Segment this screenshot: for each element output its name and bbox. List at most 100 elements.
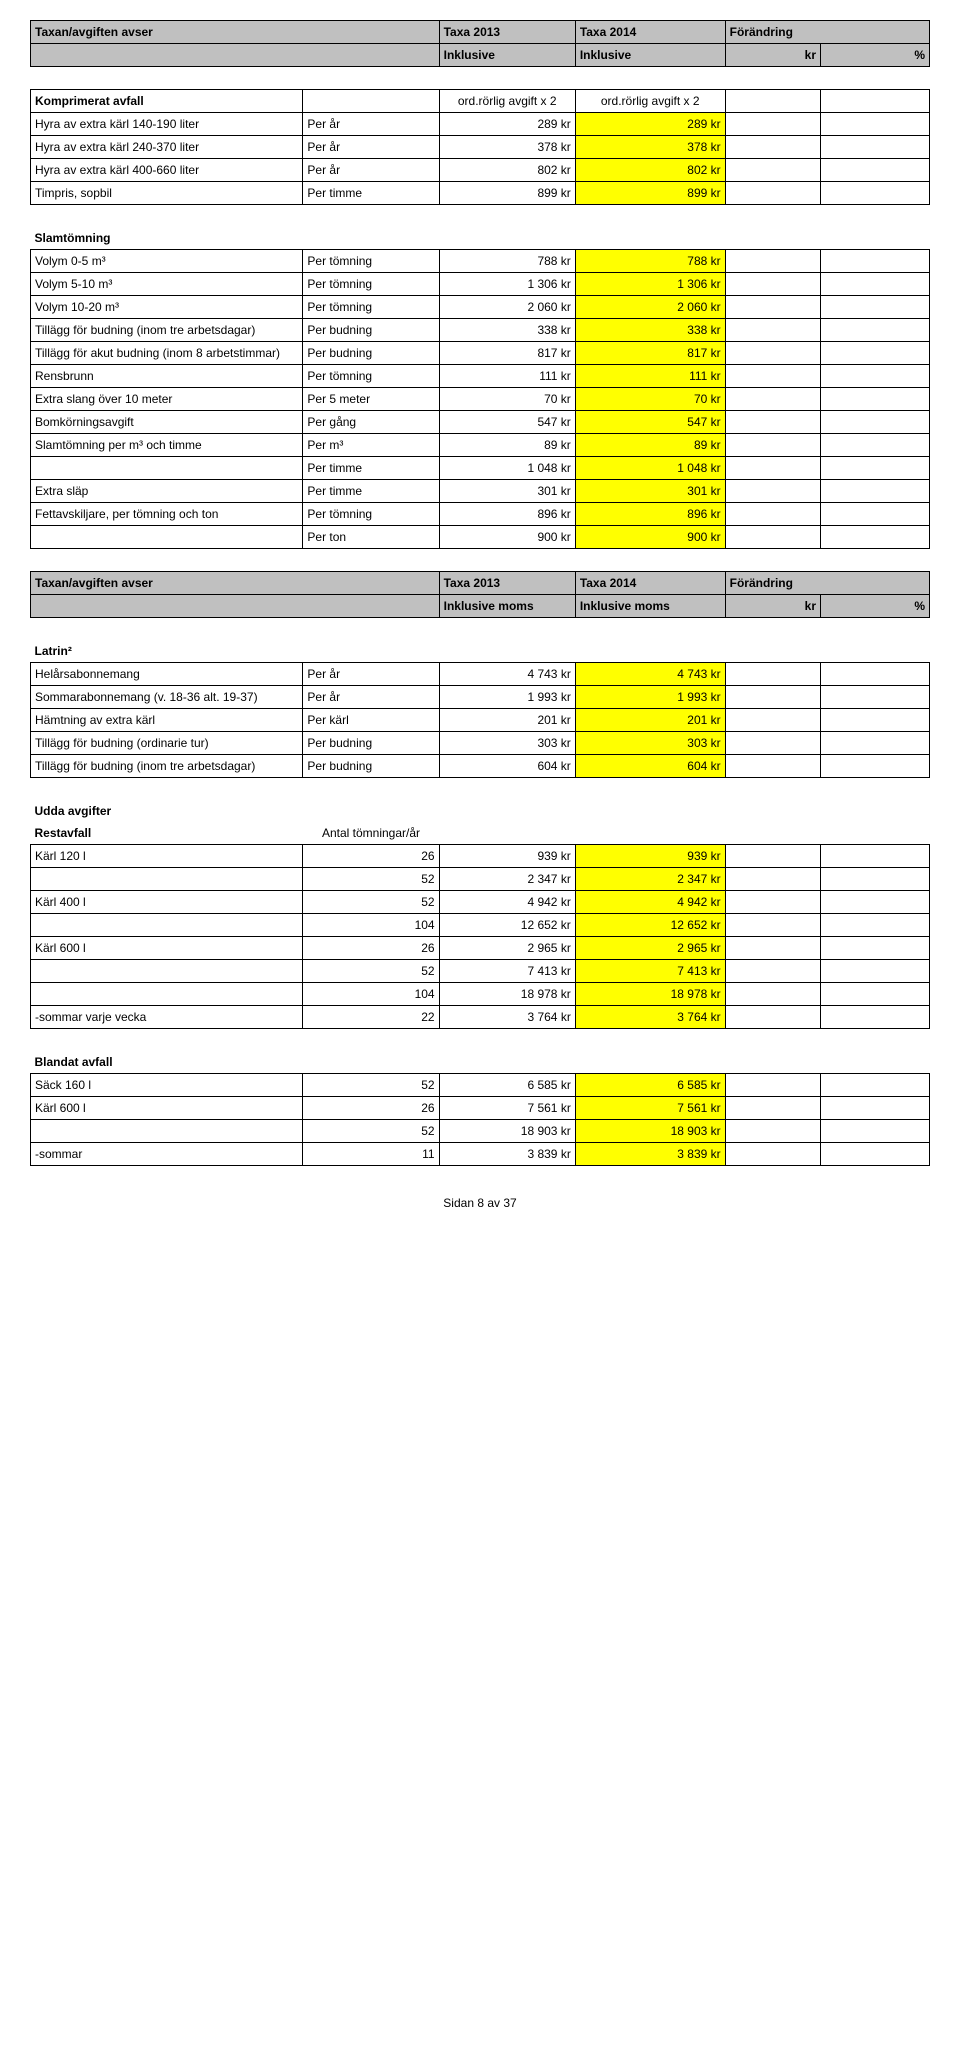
row-v13: 7 413 kr <box>439 960 575 983</box>
row-desc: Hämtning av extra kärl <box>31 709 303 732</box>
komp-hdr13: ord.rörlig avgift x 2 <box>439 90 575 113</box>
row-pct <box>820 1006 929 1029</box>
row-v13: 2 965 kr <box>439 937 575 960</box>
row-desc <box>31 868 303 891</box>
row-desc: Fettavskiljare, per tömning och ton <box>31 503 303 526</box>
row-desc: Kärl 400 l <box>31 891 303 914</box>
row-desc: Hyra av extra kärl 140-190 liter <box>31 113 303 136</box>
row-v13: 3 839 kr <box>439 1143 575 1166</box>
row-v13: 1 306 kr <box>439 273 575 296</box>
row-v14: 6 585 kr <box>575 1074 725 1097</box>
hdr-pct: % <box>820 44 929 67</box>
hdr2-2014: Taxa 2014 <box>575 572 725 595</box>
row-unit: Per tömning <box>303 365 439 388</box>
row-kr <box>725 342 820 365</box>
row-kr <box>725 1006 820 1029</box>
row-pct <box>820 388 929 411</box>
row-desc: Volym 10-20 m³ <box>31 296 303 319</box>
slam-title-row: Slamtömning <box>31 227 930 250</box>
row-v13: 289 kr <box>439 113 575 136</box>
row-v13: 301 kr <box>439 480 575 503</box>
row-unit: 26 <box>303 845 439 868</box>
table-row: Kärl 600 l262 965 kr2 965 kr <box>31 937 930 960</box>
header2-row-1: Taxan/avgiften avser Taxa 2013 Taxa 2014… <box>31 572 930 595</box>
row-kr <box>725 296 820 319</box>
row-v13: 18 978 kr <box>439 983 575 1006</box>
hdr2-pct: % <box>820 595 929 618</box>
hdr2-inkl-13: Inklusive moms <box>439 595 575 618</box>
row-desc: Timpris, sopbil <box>31 182 303 205</box>
row-unit: Per budning <box>303 732 439 755</box>
table-row: 10418 978 kr18 978 kr <box>31 983 930 1006</box>
row-v14: 604 kr <box>575 755 725 778</box>
row-unit: Per timme <box>303 457 439 480</box>
row-pct <box>820 159 929 182</box>
row-pct <box>820 891 929 914</box>
table-row: Per timme1 048 kr1 048 kr <box>31 457 930 480</box>
row-desc: Kärl 600 l <box>31 937 303 960</box>
row-v13: 788 kr <box>439 250 575 273</box>
table-row: Timpris, sopbilPer timme899 kr899 kr <box>31 182 930 205</box>
row-kr <box>725 755 820 778</box>
table-row: Kärl 400 l524 942 kr4 942 kr <box>31 891 930 914</box>
row-unit: Per år <box>303 159 439 182</box>
row-kr <box>725 388 820 411</box>
row-v13: 89 kr <box>439 434 575 457</box>
row-kr <box>725 1097 820 1120</box>
row-v14: 289 kr <box>575 113 725 136</box>
row-desc: Extra släp <box>31 480 303 503</box>
row-v14: 89 kr <box>575 434 725 457</box>
hdr-2013: Taxa 2013 <box>439 21 575 44</box>
row-v14: 2 347 kr <box>575 868 725 891</box>
row-desc: Hyra av extra kärl 400-660 liter <box>31 159 303 182</box>
row-kr <box>725 434 820 457</box>
row-v13: 547 kr <box>439 411 575 434</box>
komp-title-row: Komprimerat avfall ord.rörlig avgift x 2… <box>31 90 930 113</box>
row-kr <box>725 250 820 273</box>
hdr-inkl-14: Inklusive <box>575 44 725 67</box>
row-desc: Tillägg för budning (inom tre arbetsdaga… <box>31 319 303 342</box>
row-pct <box>820 503 929 526</box>
table-row: Tillägg för budning (inom tre arbetsdaga… <box>31 319 930 342</box>
row-kr <box>725 732 820 755</box>
row-pct <box>820 434 929 457</box>
table-row: BomkörningsavgiftPer gång547 kr547 kr <box>31 411 930 434</box>
row-kr <box>725 457 820 480</box>
row-v13: 6 585 kr <box>439 1074 575 1097</box>
hdr2-inkl-14: Inklusive moms <box>575 595 725 618</box>
hdr2-change: Förändring <box>725 572 929 595</box>
row-pct <box>820 411 929 434</box>
row-kr <box>725 709 820 732</box>
row-unit: 11 <box>303 1143 439 1166</box>
row-v13: 18 903 kr <box>439 1120 575 1143</box>
row-pct <box>820 457 929 480</box>
row-v13: 12 652 kr <box>439 914 575 937</box>
table-row: Hyra av extra kärl 140-190 literPer år28… <box>31 113 930 136</box>
table-row: Extra släpPer timme301 kr301 kr <box>31 480 930 503</box>
latrin-title: Latrin² <box>31 640 930 663</box>
row-unit: 52 <box>303 868 439 891</box>
row-v14: 3 764 kr <box>575 1006 725 1029</box>
table-row: Volym 0-5 m³Per tömning788 kr788 kr <box>31 250 930 273</box>
row-v14: 1 048 kr <box>575 457 725 480</box>
row-desc: Säck 160 l <box>31 1074 303 1097</box>
row-v14: 939 kr <box>575 845 725 868</box>
header2-row-2: Inklusive moms Inklusive moms kr % <box>31 595 930 618</box>
row-pct <box>820 1074 929 1097</box>
row-pct <box>820 914 929 937</box>
row-kr <box>725 273 820 296</box>
row-pct <box>820 250 929 273</box>
row-desc: Helårsabonnemang <box>31 663 303 686</box>
row-v14: 817 kr <box>575 342 725 365</box>
row-kr <box>725 365 820 388</box>
row-v14: 2 965 kr <box>575 937 725 960</box>
row-unit: 52 <box>303 1120 439 1143</box>
row-pct <box>820 686 929 709</box>
row-unit: Per år <box>303 686 439 709</box>
row-v14: 301 kr <box>575 480 725 503</box>
row-pct <box>820 1120 929 1143</box>
row-unit: Per år <box>303 113 439 136</box>
row-v13: 817 kr <box>439 342 575 365</box>
udda-sub-row: Restavfall Antal tömningar/år <box>31 822 930 845</box>
row-desc: Volym 0-5 m³ <box>31 250 303 273</box>
